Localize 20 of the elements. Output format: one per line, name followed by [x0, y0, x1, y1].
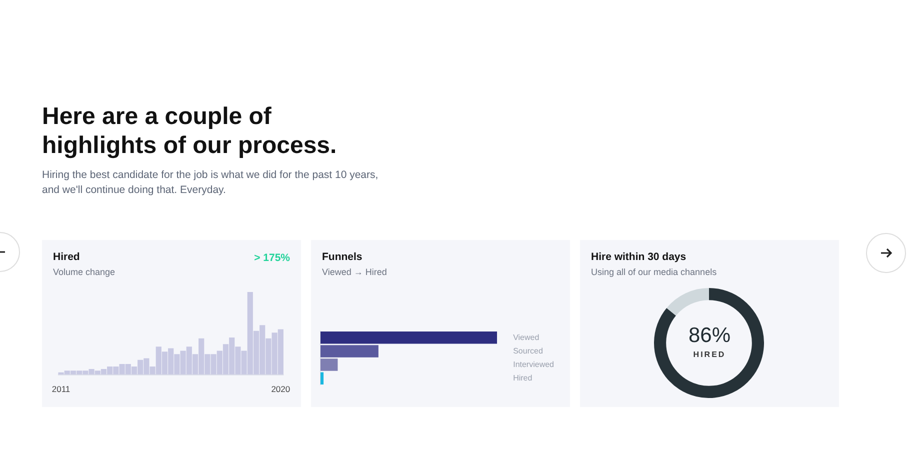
y-tick-label: Hired: [513, 374, 532, 383]
chart-subtitle: Viewed → Hired: [322, 267, 387, 277]
bar: [320, 358, 338, 371]
slice-label: HIRED: [692, 350, 727, 359]
y-tick-label: Viewed: [513, 332, 540, 342]
x-tick-label: 2020: [271, 384, 290, 394]
text: Hiring the best candidate for the job is what we did for the past 10 years, and we'll continue doing that. Everyday.: [42, 168, 380, 198]
text: Here are a couple of highlights of our process.: [42, 102, 338, 160]
y-tick-label: Interviewed: [513, 360, 554, 370]
bar: [320, 345, 378, 358]
chart-subtitle: Using all of our media channels: [591, 267, 717, 277]
chart-title: Hire within 30 days: [591, 251, 686, 263]
y-tick-label: Sourced: [513, 346, 543, 356]
text: > 175%: [254, 252, 290, 264]
chart-subtitle: Volume change: [53, 267, 116, 277]
data-label: 86%: [687, 324, 732, 348]
bar: [320, 331, 498, 344]
x-tick-label: 2011: [52, 384, 70, 394]
chart-title: Hired: [53, 251, 80, 263]
chart-title: Funnels: [322, 251, 362, 263]
